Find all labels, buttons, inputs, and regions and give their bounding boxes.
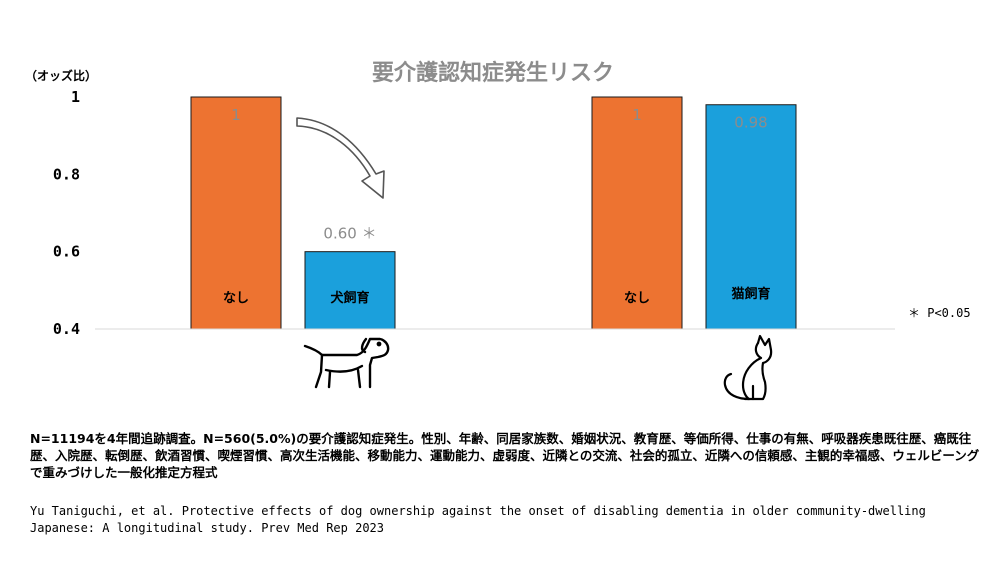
y-tick-label: 0.6: [53, 243, 80, 261]
bar: [591, 96, 683, 330]
y-axis-label: （オッズ比）: [25, 68, 97, 83]
chart-title: 要介護認知症発生リスク: [372, 60, 614, 86]
bar-category-label: 猫飼育: [731, 286, 770, 302]
footnote: N=11194を4年間追跡調査。N=560(5.0%)の要介護認知症発生。性別、…: [30, 431, 980, 480]
bar-value-label: 0.60 ＊: [323, 225, 376, 243]
bar: [304, 251, 396, 330]
bar-category-label: 犬飼育: [330, 290, 369, 306]
chart: 要介護認知症発生リスク （オッズ比） 0.4 0.6 0.8 1 1 0.60 ＊ 1 0.…: [25, 60, 971, 401]
y-tick-label: 0.8: [53, 165, 80, 183]
decrease-arrow-icon: [296, 117, 385, 199]
bar-category-label: なし: [223, 291, 249, 306]
bar-category-label: なし: [624, 291, 650, 306]
citation: Yu Taniguchi, et al. Protective effects …: [30, 504, 934, 535]
significance-note: ＊ P<0.05: [908, 306, 971, 320]
bar: [705, 104, 797, 330]
bar: [190, 96, 282, 330]
y-tick-label: 1: [71, 88, 80, 106]
bar-value-label: 0.98: [734, 114, 767, 132]
cat-icon: [723, 334, 773, 401]
dog-icon: [303, 337, 390, 389]
y-tick-label: 0.4: [53, 320, 80, 338]
bar-value-label: 1: [632, 106, 642, 124]
bar-value-label: 1: [231, 106, 241, 124]
